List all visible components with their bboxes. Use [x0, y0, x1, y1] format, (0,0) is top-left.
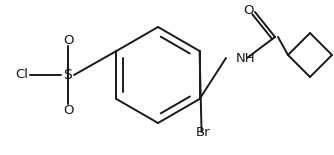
- Text: S: S: [63, 68, 72, 82]
- Text: NH: NH: [236, 51, 256, 64]
- Text: Br: Br: [196, 126, 211, 139]
- Text: O: O: [244, 4, 254, 17]
- Text: Cl: Cl: [15, 69, 28, 82]
- Text: O: O: [63, 104, 73, 117]
- Text: O: O: [63, 33, 73, 46]
